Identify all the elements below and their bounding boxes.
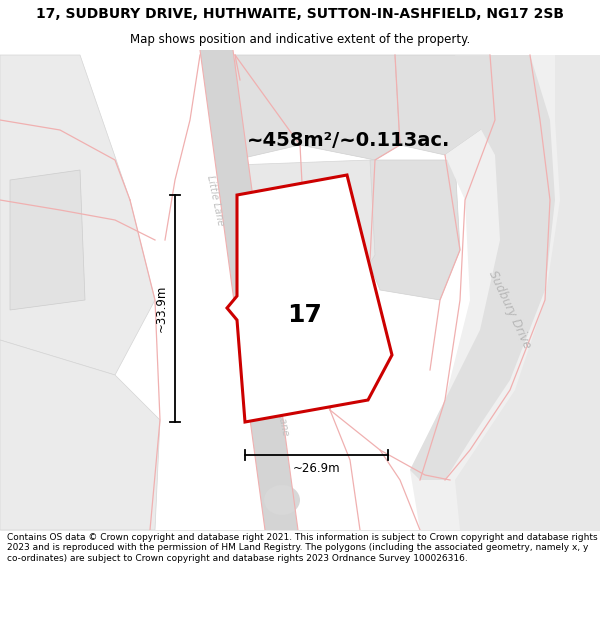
Text: ~26.9m: ~26.9m xyxy=(293,462,340,476)
Text: 17, SUDBURY DRIVE, HUTHWAITE, SUTTON-IN-ASHFIELD, NG17 2SB: 17, SUDBURY DRIVE, HUTHWAITE, SUTTON-IN-… xyxy=(36,6,564,21)
Polygon shape xyxy=(360,160,460,300)
Text: 17: 17 xyxy=(287,303,322,327)
Polygon shape xyxy=(0,55,155,375)
Polygon shape xyxy=(410,55,555,480)
Polygon shape xyxy=(200,50,298,530)
Polygon shape xyxy=(410,55,600,530)
Text: Sudbury Drive: Sudbury Drive xyxy=(486,269,534,351)
Text: Little Lane: Little Lane xyxy=(205,174,225,226)
Text: Map shows position and indicative extent of the property.: Map shows position and indicative extent… xyxy=(130,32,470,46)
Text: Contains OS data © Crown copyright and database right 2021. This information is : Contains OS data © Crown copyright and d… xyxy=(7,533,598,562)
Polygon shape xyxy=(235,160,375,320)
Polygon shape xyxy=(235,55,400,160)
Polygon shape xyxy=(0,340,160,530)
Text: ~458m²/~0.113ac.: ~458m²/~0.113ac. xyxy=(247,131,451,149)
Polygon shape xyxy=(10,170,85,310)
Polygon shape xyxy=(455,55,600,530)
Polygon shape xyxy=(227,175,392,422)
Ellipse shape xyxy=(264,485,300,515)
Text: Little Lane: Little Lane xyxy=(270,384,290,436)
Text: ~33.9m: ~33.9m xyxy=(155,285,167,332)
Polygon shape xyxy=(395,55,495,155)
